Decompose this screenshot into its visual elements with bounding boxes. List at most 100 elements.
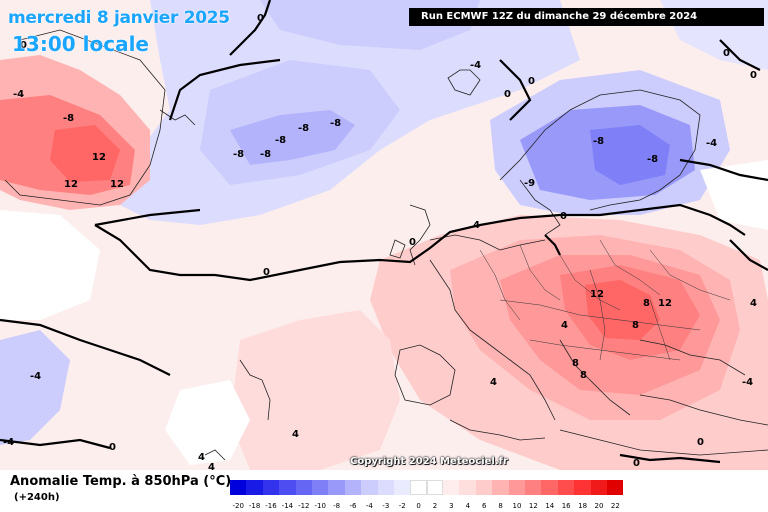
map-label: -8 bbox=[63, 113, 74, 124]
map-label: 0 bbox=[560, 211, 567, 222]
color-scale-tick-label: 8 bbox=[498, 502, 503, 510]
map-label: 4 bbox=[292, 429, 299, 440]
color-scale-swatch bbox=[344, 480, 362, 495]
map-label: 0 bbox=[257, 13, 264, 24]
map-label: 4 bbox=[208, 462, 215, 470]
map-label: 12 bbox=[110, 179, 124, 190]
color-scale-tick-label: -6 bbox=[349, 502, 357, 510]
map-label: 12 bbox=[64, 179, 78, 190]
map-label: -4 bbox=[470, 60, 481, 71]
color-scale-tick-label: -10 bbox=[314, 502, 326, 510]
cold-anomaly-area-core-sea bbox=[230, 110, 355, 165]
forecast-date-title: mercredi 8 janvier 2025 bbox=[8, 8, 230, 28]
neutral-area-iberia bbox=[165, 380, 250, 465]
color-scale-tick-label: 18 bbox=[578, 502, 588, 510]
map-label: 4 bbox=[490, 377, 497, 388]
map-label: 0 bbox=[723, 48, 730, 59]
color-scale-swatch bbox=[508, 480, 526, 495]
warm-anomaly-area-max-core bbox=[585, 280, 660, 340]
temperature-anomaly-map: 12 12 12 0 0 0 0 0 0 0 0 0 0 0 -4 -4 -8 … bbox=[0, 0, 768, 470]
map-label: 0 bbox=[504, 89, 511, 100]
map-label: -8 bbox=[330, 118, 341, 129]
color-scale-swatch bbox=[443, 480, 460, 495]
color-scale-tick-label: 12 bbox=[528, 502, 538, 510]
anomaly-labels: 12 12 12 0 0 0 0 0 0 0 0 0 0 0 -4 -4 -8 … bbox=[3, 13, 757, 470]
map-label: 0 bbox=[20, 40, 27, 51]
map-label: -8 bbox=[260, 149, 271, 160]
color-scale-swatch bbox=[459, 480, 476, 495]
color-scale-swatch bbox=[328, 480, 345, 495]
color-scale-swatch bbox=[475, 480, 493, 495]
color-scale-tick-label: 0 bbox=[416, 502, 421, 510]
map-label: 4 bbox=[561, 320, 568, 331]
map-label: 8 bbox=[572, 358, 579, 369]
color-scale-tick-label: -14 bbox=[281, 502, 294, 510]
color-scale-bar bbox=[230, 480, 624, 495]
map-label: -4 bbox=[13, 89, 24, 100]
warm-anomaly-area-atlantic bbox=[230, 310, 400, 470]
color-scale-swatch bbox=[295, 480, 312, 495]
color-scale-tick-label: -4 bbox=[365, 502, 373, 510]
map-label: 8 bbox=[580, 370, 587, 381]
map-label: -8 bbox=[275, 135, 286, 146]
color-scale-swatch bbox=[590, 480, 607, 495]
color-scale-tick-label: -8 bbox=[333, 502, 341, 510]
color-scale-tick-label: -2 bbox=[398, 502, 406, 510]
map-label: 0 bbox=[109, 442, 116, 453]
map-label: -8 bbox=[647, 154, 658, 165]
color-scale-tick-label: -20 bbox=[232, 502, 244, 510]
color-scale-tick-label: -12 bbox=[298, 502, 310, 510]
map-label: 0 bbox=[697, 437, 704, 448]
color-scale-tick-label: 14 bbox=[545, 502, 555, 510]
map-label: 8 bbox=[643, 298, 650, 309]
color-scale-swatch bbox=[541, 480, 558, 495]
copyright-notice: Copyright 2024 Meteociel.fr bbox=[350, 456, 508, 467]
color-scale-tick-label: -18 bbox=[248, 502, 261, 510]
color-scale-tick-label: 10 bbox=[512, 502, 522, 510]
map-label: 0 bbox=[409, 237, 416, 248]
warm-anomaly-area-greenland-max bbox=[50, 125, 120, 182]
legend-title: Anomalie Temp. à 850hPa (°C) bbox=[10, 474, 232, 489]
map-label: -8 bbox=[233, 149, 244, 160]
color-scale-tick-label: 22 bbox=[610, 502, 620, 510]
forecast-time-title: 13:00 locale bbox=[12, 32, 149, 56]
color-scale-tick-label: -16 bbox=[265, 502, 277, 510]
map-label: 0 bbox=[528, 76, 535, 87]
map-label: 0 bbox=[633, 458, 640, 469]
cold-anomaly-area-sweden-core bbox=[590, 125, 670, 185]
forecast-lead-time: (+240h) bbox=[14, 492, 60, 503]
color-scale-swatch bbox=[377, 480, 394, 495]
color-scale-tick-label: 16 bbox=[561, 502, 571, 510]
map-label: -4 bbox=[706, 138, 717, 149]
map-label: -4 bbox=[742, 377, 753, 388]
color-scale-swatch bbox=[410, 480, 427, 495]
color-scale-swatch bbox=[492, 480, 509, 495]
map-label: 4 bbox=[198, 452, 205, 463]
color-scale-tick-label: 2 bbox=[432, 502, 438, 510]
map-label: -8 bbox=[593, 136, 604, 147]
color-scale-tick-label: 4 bbox=[465, 502, 471, 510]
country-borders bbox=[479, 239, 731, 361]
color-scale-swatch bbox=[525, 480, 542, 495]
cold-anomaly-area-west-atlantic bbox=[0, 330, 70, 445]
map-label: -8 bbox=[298, 123, 309, 134]
color-scale-swatch bbox=[606, 480, 624, 495]
color-scale-swatch bbox=[574, 480, 591, 495]
color-scale-swatch bbox=[262, 480, 280, 495]
map-label: 0 bbox=[263, 267, 270, 278]
color-scale-swatch bbox=[426, 480, 444, 495]
model-run-banner: Run ECMWF 12Z du dimanche 29 décembre 20… bbox=[409, 8, 764, 26]
color-scale-swatch bbox=[557, 480, 575, 495]
color-scale-swatch bbox=[393, 480, 411, 495]
map-label: -9 bbox=[524, 178, 535, 189]
map-label: 12 bbox=[658, 298, 672, 309]
color-scale-swatch bbox=[230, 480, 247, 495]
color-scale-swatch bbox=[279, 480, 296, 495]
map-label: -4 bbox=[3, 437, 14, 448]
color-scale-swatch bbox=[361, 480, 378, 495]
color-scale-tick-label: -3 bbox=[382, 502, 390, 510]
color-scale-tick-label: 3 bbox=[449, 502, 454, 510]
map-label: 4 bbox=[473, 220, 480, 231]
coastlines bbox=[4, 29, 768, 461]
